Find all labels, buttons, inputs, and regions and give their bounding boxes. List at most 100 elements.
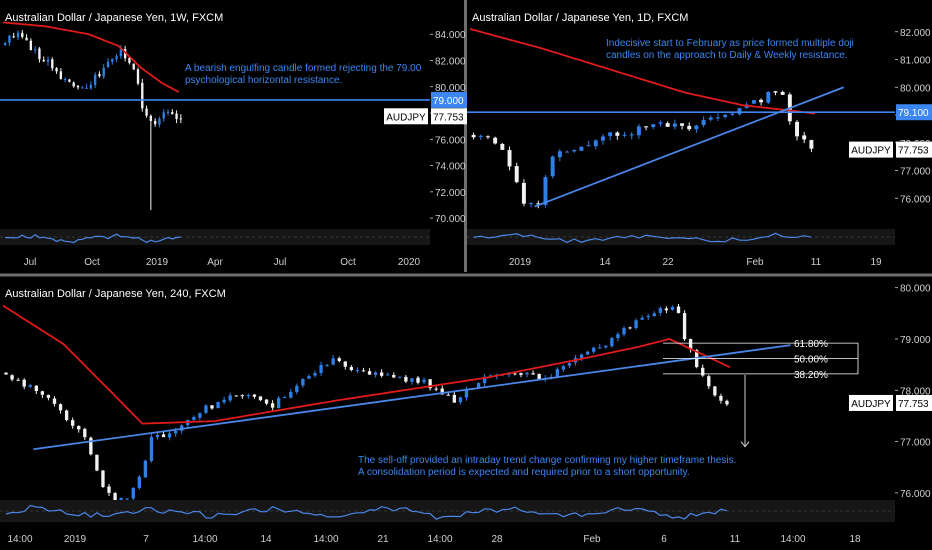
daily-candle bbox=[723, 114, 728, 117]
h4-candle bbox=[670, 306, 675, 310]
weekly-candle bbox=[51, 59, 54, 69]
daily-candle bbox=[737, 108, 742, 115]
h4-candle bbox=[616, 334, 620, 339]
weekly-time-tick-label: Oct bbox=[340, 257, 356, 268]
h4-candle bbox=[682, 313, 687, 340]
h4-candle bbox=[107, 486, 111, 493]
weekly-annotation-line: A bearish engulfing candle formed reject… bbox=[185, 63, 422, 74]
h4-time-tick-label: 21 bbox=[377, 534, 389, 545]
h4-candle bbox=[101, 470, 105, 487]
h4-candle bbox=[77, 426, 81, 430]
daily-price-tick-label: 80.000 bbox=[900, 83, 931, 94]
h4-candle bbox=[16, 379, 20, 381]
daily-last-price-label: 77.753 bbox=[898, 146, 929, 157]
daily-last-price-tag bbox=[896, 141, 932, 158]
weekly-candle bbox=[55, 68, 58, 72]
daily-time-tick-label: 2019 bbox=[509, 257, 532, 268]
daily-annotation-line: Indecisive start to February as price fo… bbox=[606, 38, 854, 49]
h4-candle bbox=[71, 420, 75, 426]
h4-candle bbox=[319, 364, 323, 373]
daily-candle bbox=[672, 123, 677, 127]
weekly-time-tick-label: Apr bbox=[207, 257, 223, 268]
daily-candle bbox=[694, 125, 699, 130]
h4-price-tick-label: 76.000 bbox=[900, 489, 931, 500]
daily-time-tick-label: 14 bbox=[599, 257, 611, 268]
h4-candle bbox=[513, 373, 517, 375]
daily-candle bbox=[521, 182, 526, 204]
h4-fib-level-label: 38.20% bbox=[794, 370, 828, 381]
h4-candle bbox=[137, 476, 141, 488]
h4-candle bbox=[216, 401, 220, 409]
h4-candle bbox=[89, 437, 93, 455]
daily-candle bbox=[809, 140, 814, 149]
daily-price-tick-label: 77.000 bbox=[900, 167, 931, 178]
weekly-candle bbox=[119, 49, 123, 57]
weekly-time-tick-label: 2020 bbox=[398, 257, 421, 268]
daily-time-axis[interactable]: 2019 14 22 Feb 11 19 bbox=[509, 257, 882, 268]
daily-candle bbox=[665, 123, 670, 127]
h4-candle bbox=[10, 375, 14, 380]
daily-moving-average-line bbox=[469, 28, 816, 115]
h4-candle bbox=[210, 405, 214, 409]
daily-candle bbox=[550, 156, 555, 177]
h4-price-tick-label: 78.000 bbox=[900, 386, 931, 397]
h4-candle bbox=[349, 367, 354, 371]
h4-fib-level-label: 50.00% bbox=[794, 354, 828, 365]
weekly-annotation: A bearish engulfing candle formed reject… bbox=[185, 63, 422, 86]
h4-panel[interactable]: 61.80% 50.00% 38.20% Australian Dollar / J… bbox=[0, 284, 932, 545]
h4-plot[interactable]: 61.80% 50.00% 38.20% bbox=[0, 304, 895, 522]
daily-candle bbox=[471, 134, 476, 138]
weekly-last-price-label: 77.753 bbox=[433, 112, 464, 123]
h4-candle bbox=[531, 373, 535, 375]
daily-candle bbox=[687, 125, 692, 130]
weekly-plot[interactable] bbox=[0, 21, 430, 245]
weekly-time-axis[interactable]: Jul Oct 2019 Apr Jul Oct 2020 bbox=[24, 257, 421, 268]
daily-candle bbox=[715, 117, 720, 119]
daily-plot[interactable] bbox=[467, 28, 895, 245]
h4-annotation-line: The sell-off provided an intraday trend … bbox=[358, 455, 736, 466]
h4-time-axis[interactable]: 14:00 2019 7 14:00 14 14:00 21 14:00 28 Feb 6 11 14:… bbox=[7, 534, 861, 545]
h4-candle bbox=[440, 388, 444, 395]
h4-candle bbox=[4, 372, 8, 375]
h4-candle bbox=[337, 358, 341, 361]
h4-symbol-tag bbox=[849, 394, 893, 411]
weekly-candle bbox=[171, 112, 174, 115]
h4-candle bbox=[604, 345, 608, 348]
h4-time-tick-label: 6 bbox=[661, 534, 667, 545]
h4-candle bbox=[707, 376, 711, 387]
h4-candle bbox=[567, 363, 572, 366]
h4-candle bbox=[313, 373, 317, 376]
h4-candle bbox=[555, 369, 560, 378]
weekly-candle bbox=[46, 59, 50, 62]
daily-panel[interactable]: Australian Dollar / Japanese Yen, 1D, FX… bbox=[467, 12, 932, 268]
h4-price-axis[interactable]: 80.000 79.000 78.000 77.000 76.000 bbox=[895, 284, 931, 500]
h4-time-tick-label: 18 bbox=[849, 534, 861, 545]
h4-candle bbox=[22, 379, 26, 387]
weekly-last-price-tag bbox=[431, 108, 467, 125]
h4-candle bbox=[446, 394, 450, 396]
h4-symbol-tag-label: AUDJPY bbox=[851, 399, 891, 410]
daily-candle bbox=[615, 132, 620, 136]
weekly-price-tick-label: 74.000 bbox=[435, 162, 466, 173]
weekly-chart-title: Australian Dollar / Japanese Yen, 1W, FX… bbox=[5, 12, 223, 24]
daily-candle bbox=[795, 121, 800, 137]
daily-annotation: Indecisive start to February as price fo… bbox=[606, 38, 854, 61]
weekly-level-price-label: 79.000 bbox=[433, 96, 464, 107]
h4-candle bbox=[676, 306, 681, 314]
weekly-candle bbox=[89, 84, 93, 89]
daily-chart-title: Australian Dollar / Japanese Yen, 1D, FX… bbox=[472, 12, 688, 24]
weekly-price-tick-label: 80.000 bbox=[435, 83, 466, 94]
daily-price-tags: AUDJPY 77.753 79.100 bbox=[849, 104, 932, 158]
h4-candle bbox=[325, 365, 329, 367]
h4-last-price-tag bbox=[896, 394, 932, 411]
h4-candle bbox=[640, 317, 644, 320]
h4-candle bbox=[428, 379, 432, 389]
daily-candle bbox=[600, 136, 605, 141]
weekly-time-tick-label: Jul bbox=[24, 257, 37, 268]
daily-time-tick-label: 22 bbox=[662, 257, 674, 268]
h4-time-tick-label: 28 bbox=[491, 534, 503, 545]
h4-oscillator-pane bbox=[0, 500, 895, 522]
weekly-panel[interactable]: Australian Dollar / Japanese Yen, 1W, FX… bbox=[0, 12, 467, 268]
daily-candle bbox=[557, 151, 562, 158]
h4-candle bbox=[646, 315, 650, 318]
